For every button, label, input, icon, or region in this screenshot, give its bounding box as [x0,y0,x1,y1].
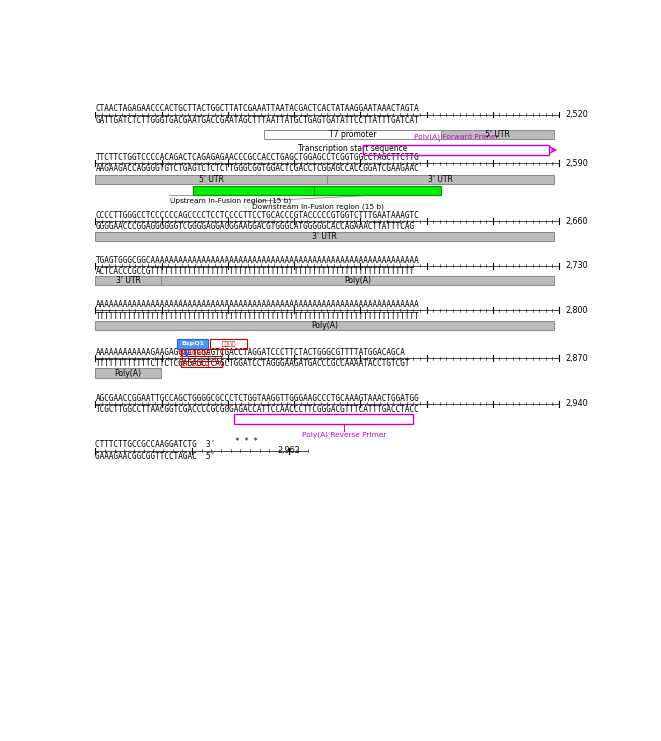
Text: Upstream In-Fusion region (15 b): Upstream In-Fusion region (15 b) [170,197,291,204]
Text: GATTGATCTCTTGGGTGACGAATGACCGAATAGCTTTAATTATGCTGAGTGATATTCCTTATTTGATCAT: GATTGATCTCTTGGGTGACGAATGACCGAATAGCTTTAAT… [95,116,419,124]
Text: 2,940: 2,940 [565,399,588,408]
Text: TTTTTTTTTTTTCTTCTCGAGAGCTCAGCTGGATCCTAGGGAAGATGACCCGCCAAAATACCTGTCGT: TTTTTTTTTTTTCTTCTCGAGAGCTCAGCTGGATCCTAGG… [95,359,410,368]
Text: CCCCTTGGGCCTCCCCCCAGCCCCTCCTCCCCTTCCTGCACCCGTACCCCCGTGGTCTTTGAATAAAGTC: CCCCTTGGGCCTCCCCCCAGCCCCTCCTCCCCTTCCTGCA… [95,211,419,220]
Bar [314,186,442,195]
Text: GAAAGAACGGCGGTTCCTAGAC  5': GAAAGAACGGCGGTTCCTAGAC 5' [95,452,215,461]
Text: AAGAAGACCAGGGGTGTCTGAGTCTCTCTTGGGCGGTGGACTCGACCTCGGAGCCACCGGATCGAAGAAC: AAGAAGACCAGGGGTGTCTGAGTCTCTCTTGGGCGGTGGA… [95,165,419,173]
Bar [95,321,554,330]
Text: Poly(A) Forward Primer: Poly(A) Forward Primer [414,134,498,140]
Bar [234,413,413,424]
Text: 3' UTR: 3' UTR [428,175,453,184]
Text: TCGCTTGGCCTTAACGGTCGACCCCGCGGGAGACCATTCCAACCCTTCGGGACGTTTCATTTGACCTACC: TCGCTTGGCCTTAACGGTCGACCCCGCGGGAGACCATTCC… [95,405,419,414]
Text: AAAAAAAAAAAAAAAAAAAAAAAAAAAAAAAAAAAAAAAAAAAAAAAAAAAAAAAAAAAAAAAAAAAAAA: AAAAAAAAAAAAAAAAAAAAAAAAAAAAAAAAAAAAAAAA… [95,300,419,309]
Text: 5' UTR: 5' UTR [485,130,510,139]
Bar [442,130,554,139]
Text: cttctcg: cttctcg [177,359,210,368]
Text: TGAGTGGGCGGCAAAAAAAAAAAAAAAAAAAAAAAAAAAAAAAAAAAAAAAAAAAAAAAAAAAAAAAAAA: TGAGTGGGCGGCAAAAAAAAAAAAAAAAAAAAAAAAAAAA… [95,256,419,265]
Text: 认识配列: 认识配列 [221,341,236,347]
Text: 2,660: 2,660 [565,217,588,226]
Text: 5' UTR: 5' UTR [199,175,224,184]
Bar [182,349,222,356]
Bar [193,186,314,195]
Text: Poly(A): Poly(A) [344,276,371,285]
Text: Poly(A) Reverse Primer: Poly(A) Reverse Primer [301,432,386,439]
Text: 2,520: 2,520 [565,110,588,119]
Text: 2,962: 2,962 [278,446,300,455]
Bar [95,368,161,378]
Text: CTTTCTTGCCGCCAAGGATCTG  3': CTTTCTTGCCGCCAAGGATCTG 3' [95,440,215,450]
Text: GGGGAACCCGGAGGGGGGTCGGGGAGGAGGGAAGGACGTGGGCATGGGGGCACCAGAAACTTATTTCAG: GGGGAACCCGGAGGGGGGTCGGGGAGGAGGGAAGGACGTG… [95,222,414,231]
Text: Poly(A): Poly(A) [311,321,338,330]
Bar [210,339,247,349]
Text: 3' UTR: 3' UTR [116,276,141,285]
Text: AAAAAAAAAAAAGAAGAGCTCTCGAGTCGACCTAGGATCCCTTCTACTGGGCGTTTTATGGACAGCA: AAAAAAAAAAAAGAAGAGCTCTCGAGTCGACCTAGGATCC… [95,348,405,357]
Bar [177,339,208,349]
Bar [161,276,554,285]
Text: T7 promoter: T7 promoter [329,130,377,139]
Bar [182,361,222,368]
Text: * * *: * * * [235,437,258,446]
Text: 2,730: 2,730 [565,262,588,270]
Bar [95,276,161,285]
Text: 2,800: 2,800 [565,306,588,315]
Bar [327,175,554,184]
Text: AGCGAACCGGAATTGCCAGCTGGGGCGCCCTCTGGTAAGGTTGGGAAGCCCTGCAAAGTAAACTGGATGG: AGCGAACCGGAATTGCCAGCTGGGGCGCCCTCTGGTAAGG… [95,393,419,402]
Text: 2,590: 2,590 [565,159,588,167]
Bar [364,144,549,155]
Text: 3' UTR: 3' UTR [312,232,337,241]
Text: TTTTTTTTTTTTTTTTTTTTTTTTTTTTTTTTTTTTTTTTTTTTTTTTTTTTTTTTTTTTTTTTTTTTTT: TTTTTTTTTTTTTTTTTTTTTTTTTTTTTTTTTTTTTTTT… [95,311,419,321]
Text: TTCTTCTGGTCCCCACAGACTCAGAGAGAACCCGCCACCTGAGCTGGAGCCTCGGTGGCCTAGCTTCTTG: TTCTTCTGGTCCCCACAGACTCAGAGAGAACCCGCCACCT… [95,153,419,162]
Text: CTAACTAGAGAACCCACTGCTTACTGGCTTATCGAAATTAATACGACTCACTATAAGGAATAAACTAGTA: CTAACTAGAGAACCCACTGCTTACTGGCTTATCGAAATTA… [95,104,419,113]
Bar [95,231,554,241]
Text: gaagagc: gaagagc [178,348,211,357]
Text: BspQ1: BspQ1 [181,342,204,347]
Text: Poly(A): Poly(A) [115,368,141,378]
Text: Downstream In-Fusion region (15 b): Downstream In-Fusion region (15 b) [252,203,383,210]
Bar [264,130,442,139]
Text: ACTCACCCGCCGTTTTTTTTTTTTTTTTTTTTTTTTTTTTTTTTTTTTTTTTTTTTTTTTTTTTTTTTT: ACTCACCCGCCGTTTTTTTTTTTTTTTTTTTTTTTTTTTT… [95,267,414,276]
Text: Transcription start sequence: Transcription start sequence [297,144,407,153]
Text: 2,870: 2,870 [565,353,588,363]
Bar [95,175,327,184]
